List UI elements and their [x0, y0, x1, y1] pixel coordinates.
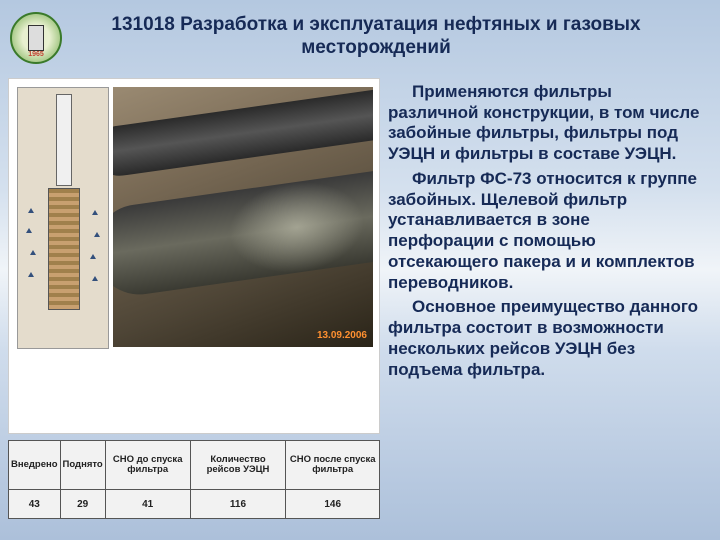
- logo: 1965: [10, 12, 62, 64]
- data-table: Внедрено Поднято СНО до спуска фильтра К…: [8, 440, 380, 519]
- paragraph: Применяются фильтры различной конструкци…: [388, 82, 700, 165]
- col-header: СНО до спуска фильтра: [105, 441, 190, 490]
- table-cell: 146: [286, 490, 380, 519]
- table-cell: 29: [60, 490, 105, 519]
- header: 1965 131018 Разработка и эксплуатация не…: [0, 0, 720, 70]
- page-title: 131018 Разработка и эксплуатация нефтяны…: [62, 12, 690, 62]
- schematic-diagram: [17, 87, 109, 349]
- col-header: Поднято: [60, 441, 105, 490]
- table-row: 43 29 41 116 146: [9, 490, 380, 519]
- photo: 13.09.2006: [113, 87, 373, 347]
- table-header-row: Внедрено Поднято СНО до спуска фильтра К…: [9, 441, 380, 490]
- logo-year: 1965: [12, 51, 60, 58]
- figure: 13.09.2006: [8, 78, 380, 434]
- col-header: Количество рейсов УЭЦН: [190, 441, 286, 490]
- table-cell: 116: [190, 490, 286, 519]
- col-header: СНО после спуска фильтра: [286, 441, 380, 490]
- slide: 1965 131018 Разработка и эксплуатация не…: [0, 0, 720, 540]
- paragraph: Фильтр ФС-73 относится к группе забойных…: [388, 169, 700, 293]
- text-column: Применяются фильтры различной конструкци…: [388, 78, 708, 519]
- paragraph: Основное преимущество данного фильтра со…: [388, 297, 700, 380]
- left-column: 13.09.2006 Внедрено Поднято СНО до спуск…: [8, 78, 380, 519]
- photo-date: 13.09.2006: [317, 330, 367, 341]
- col-header: Внедрено: [9, 441, 61, 490]
- table-cell: 43: [9, 490, 61, 519]
- table-cell: 41: [105, 490, 190, 519]
- content: 13.09.2006 Внедрено Поднято СНО до спуск…: [0, 70, 720, 527]
